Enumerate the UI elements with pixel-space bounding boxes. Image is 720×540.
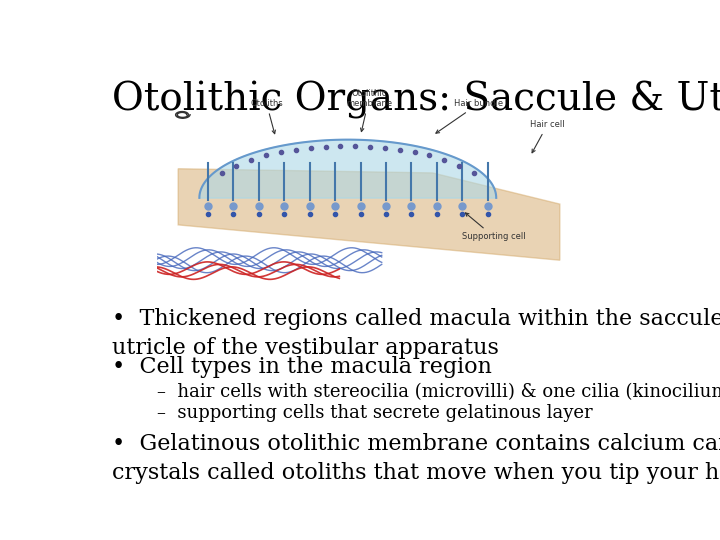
Text: •  Gelatinous otolithic membrane contains calcium carbonate
crystals called otol: • Gelatinous otolithic membrane contains… bbox=[112, 433, 720, 484]
Text: –  hair cells with stereocilia (microvilli) & one cilia (kinocilium): – hair cells with stereocilia (microvill… bbox=[157, 383, 720, 401]
Polygon shape bbox=[199, 140, 496, 198]
Polygon shape bbox=[178, 168, 560, 260]
Text: Otoliths: Otoliths bbox=[251, 99, 283, 134]
Text: Supporting cell: Supporting cell bbox=[462, 213, 526, 241]
Text: Hair cell: Hair cell bbox=[530, 120, 564, 153]
Text: Hair bundle: Hair bundle bbox=[436, 99, 503, 133]
Text: •  Cell types in the macula region: • Cell types in the macula region bbox=[112, 356, 492, 378]
Text: Otolithic Organs: Saccule & Utricle: Otolithic Organs: Saccule & Utricle bbox=[112, 82, 720, 119]
Text: –  supporting cells that secrete gelatinous layer: – supporting cells that secrete gelatino… bbox=[157, 404, 593, 422]
Text: •  Thickened regions called macula within the saccule &
utricle of the vestibula: • Thickened regions called macula within… bbox=[112, 308, 720, 359]
Text: Otolithic
membrane: Otolithic membrane bbox=[346, 89, 392, 132]
